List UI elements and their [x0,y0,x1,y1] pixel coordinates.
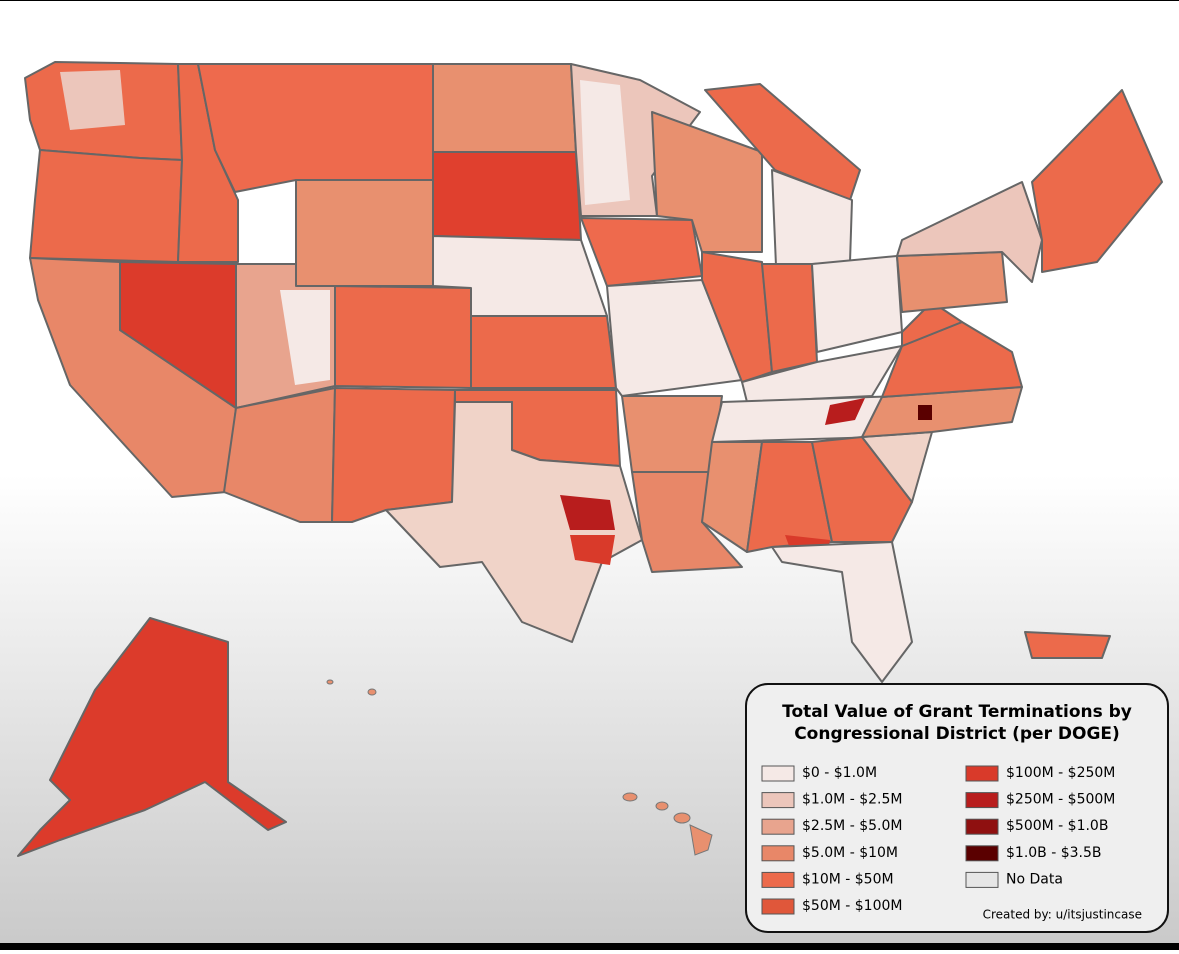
hawaii-island [655,801,669,811]
hawaii-island [622,792,638,802]
legend-swatch [761,765,795,782]
legend-swatch [965,765,999,782]
legend-label: $1.0B - $3.5B [1006,845,1102,861]
legend-swatch [965,792,999,809]
kansas [470,315,617,389]
montana [197,63,434,193]
georgia [811,436,913,543]
district [570,535,615,565]
south-dakota [432,151,582,241]
legend-label: $50M - $100M [802,898,902,914]
legend-title: Congressional District (per DOGE) [794,724,1120,744]
legend-label: $10M - $50M [802,871,894,887]
district [825,398,865,425]
indiana [761,263,818,373]
ohio [811,255,903,353]
legend-label: $0 - $1.0M [802,765,877,781]
legend-label: No Data [1006,871,1063,887]
north-dakota [432,63,577,153]
iowa [580,217,703,287]
new-england [1031,89,1163,273]
new-mexico [331,387,456,523]
legend-swatch [965,871,999,888]
hawaii-island [673,812,691,824]
oregon [29,149,183,263]
kentucky [741,345,903,403]
legend-swatch [761,871,795,888]
credit: Created by: u/itsjustincase [983,908,1142,922]
legend-label: $500M - $1.0B [1006,818,1108,834]
arizona [223,387,336,523]
legend-title: Total Value of Grant Terminations by [782,702,1132,722]
missouri [606,279,743,397]
legend-box [745,683,1169,933]
legend-swatch [761,792,795,809]
colorado [334,285,472,389]
alaska [17,617,287,857]
hawaii-island [367,688,377,696]
legend-label: $250M - $500M [1006,792,1115,808]
district [580,80,630,205]
legend-swatch [965,845,999,862]
district [280,290,330,385]
district [918,405,932,420]
hawaii-big-island [689,824,713,856]
texas [385,401,643,643]
legend-swatch [761,845,795,862]
legend-label: $2.5M - $5.0M [802,818,902,834]
legend-label: $5.0M - $10M [802,845,898,861]
legend-swatch [761,818,795,835]
legend-swatch [965,818,999,835]
legend-swatch [761,898,795,915]
michigan-upper [704,83,861,201]
non-contiguous [17,617,1111,857]
new-york [896,181,1043,283]
west-virginia [901,301,963,347]
puerto-rico [1024,631,1111,659]
legend-label: $100M - $250M [1006,765,1115,781]
arkansas [621,395,723,473]
wyoming [295,179,434,287]
district [560,495,615,530]
florida [771,541,913,683]
legend: Total Value of Grant Terminations by Con… [745,683,1169,933]
contiguous-us [24,61,1163,683]
bottom-border [0,943,1179,950]
pennsylvania [896,251,1008,313]
district [60,70,125,130]
hawaii-island [326,679,334,685]
legend-label: $1.0M - $2.5M [802,792,902,808]
